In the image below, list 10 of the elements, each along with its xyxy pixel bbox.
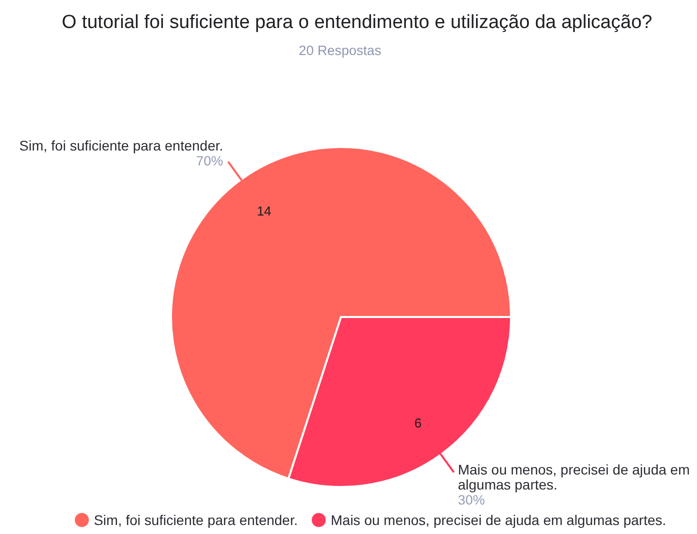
chart-subtitle: 20 Respostas (298, 43, 382, 58)
text: 70% (196, 154, 224, 169)
text: 30% (458, 492, 485, 508)
legend-label: Mais ou menos, precisei de ajuda em algumas partes. (330, 512, 666, 528)
slice-label: Mais ou menos, precisei de ajuda em algumas partes. (458, 461, 690, 492)
slice-label: Sim, foi suficiente para entender. (19, 138, 224, 154)
data-label: 6 (414, 415, 422, 430)
data-label: 14 (256, 204, 272, 219)
legend-label: Sim, foi suficiente para entender. (94, 512, 298, 528)
chart-title: O tutorial foi suficiente para o entendimento e utilização da aplicação? (62, 12, 652, 33)
